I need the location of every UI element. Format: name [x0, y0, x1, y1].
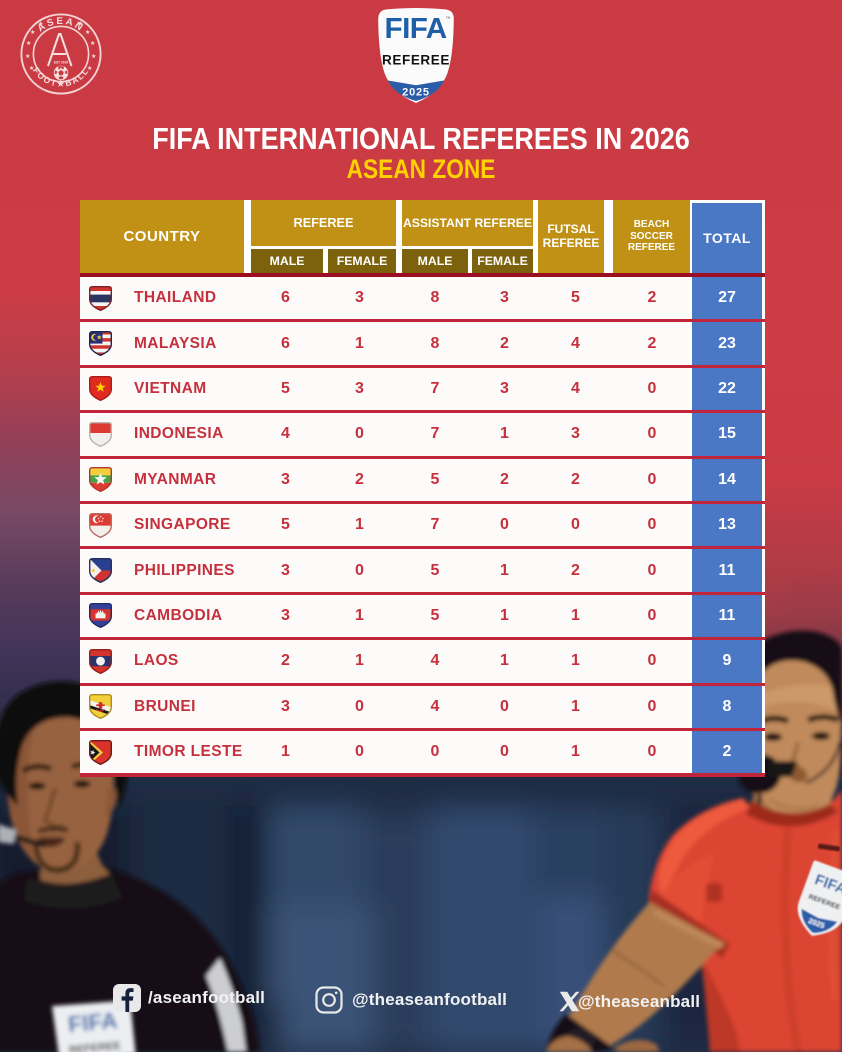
svg-text:★: ★: [90, 40, 96, 47]
svg-text:★: ★: [85, 29, 91, 36]
svg-text:★: ★: [91, 53, 97, 60]
svg-text:FIFA: FIFA: [67, 1007, 119, 1037]
svg-text:★: ★: [78, 21, 84, 28]
svg-text:REFEREE: REFEREE: [68, 1040, 121, 1052]
svg-text:FIFA: FIFA: [384, 13, 447, 44]
svg-text:★: ★: [38, 21, 44, 28]
svg-text:★: ★: [29, 65, 35, 72]
svg-text:★: ★: [26, 40, 32, 47]
svg-text:2025: 2025: [402, 87, 430, 99]
svg-text:EST 2016: EST 2016: [54, 61, 68, 65]
svg-text:★: ★: [25, 53, 31, 60]
svg-text:™: ™: [446, 16, 451, 22]
svg-text:★: ★: [87, 65, 93, 72]
svg-text:REFEREE: REFEREE: [382, 53, 450, 68]
svg-text:★: ★: [30, 29, 36, 36]
